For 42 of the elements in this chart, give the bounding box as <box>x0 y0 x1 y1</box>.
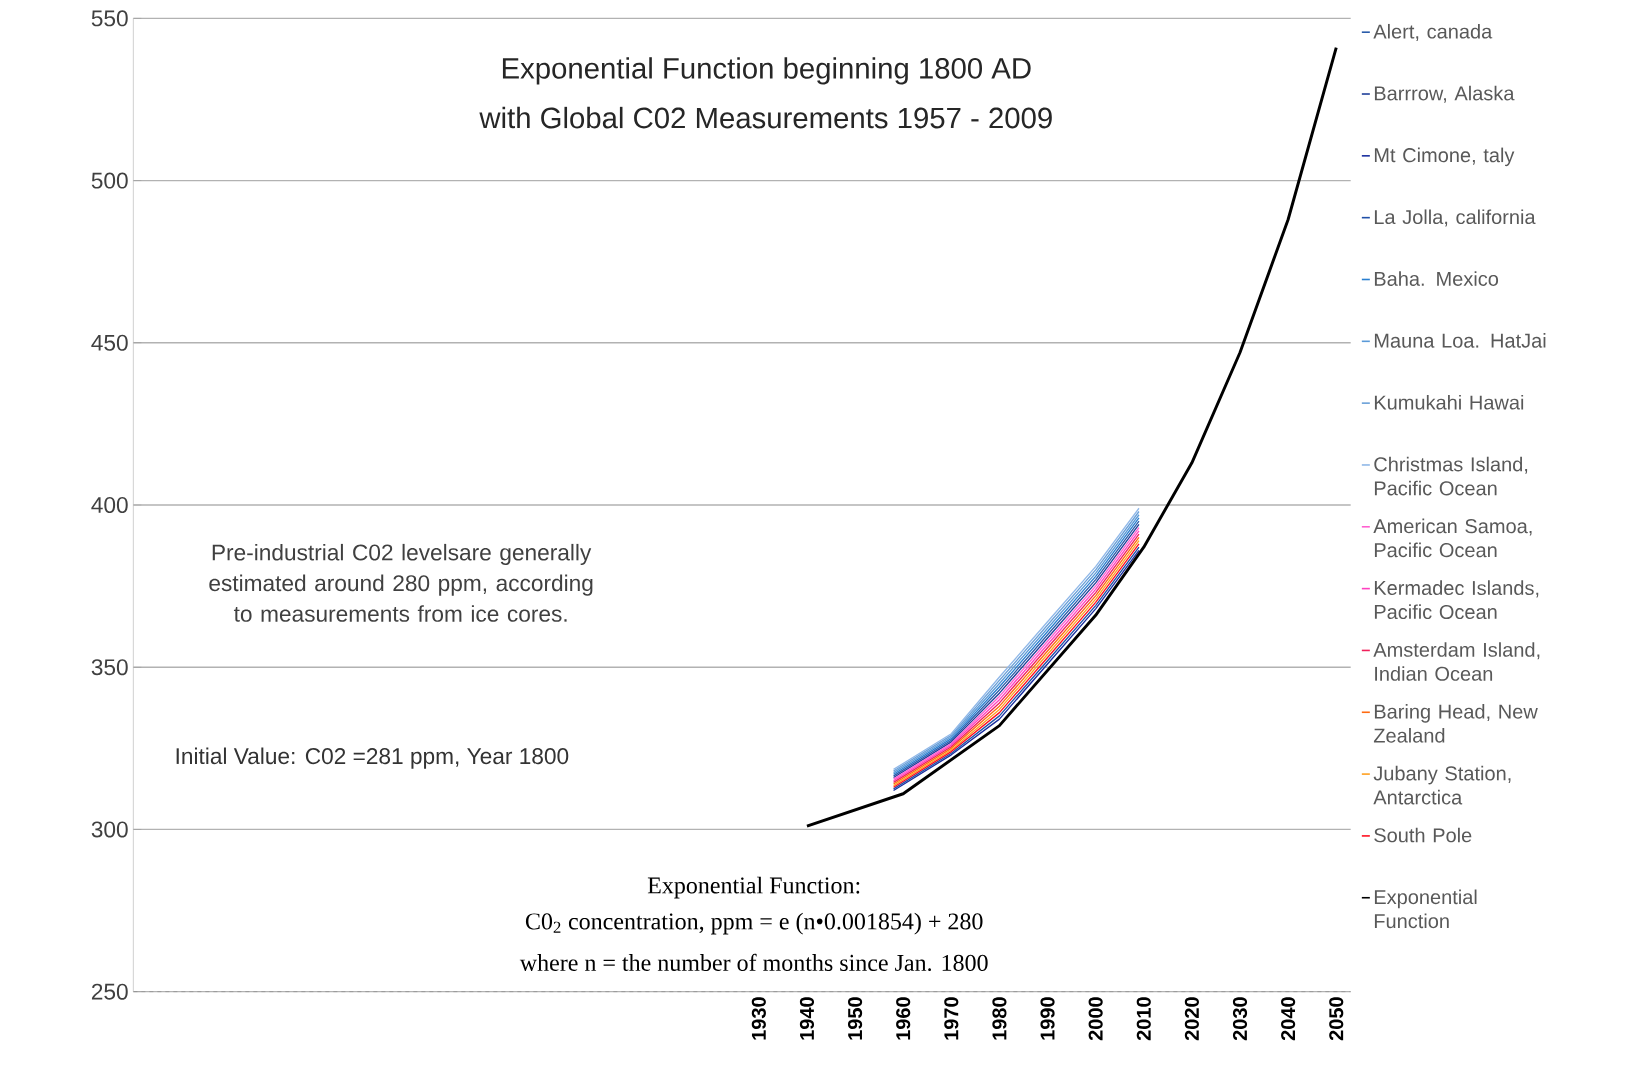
y-tick-label: 500 <box>91 172 128 189</box>
legend-label: Alert, canada <box>1373 23 1493 41</box>
legend-label: Mauna Loa. HatJai <box>1374 333 1546 348</box>
y-tick-label: 300 <box>91 821 128 838</box>
legend-label: La Jolla, california <box>1374 209 1536 227</box>
annotation: Exponential Function: <box>647 876 860 899</box>
y-tick-label: 250 <box>91 983 128 1000</box>
legend-label: Exponential Function <box>1374 889 1477 929</box>
x-tick-label: 2030 <box>1232 997 1248 1041</box>
text: Exponential Function beginning 1800 AD <box>502 57 1031 85</box>
annotation: C0$_{2}$ concentration, ppm = e (n•0.001854) + 280 <box>525 912 983 935</box>
x-tick-label: 2020 <box>1184 997 1199 1041</box>
legend-label: Christmas Island, Pacific Ocean <box>1374 456 1528 496</box>
x-tick-label: 1990 <box>1040 997 1055 1040</box>
legend-label: American Samoa, Pacific Ocean <box>1373 518 1532 558</box>
legend-label: Kermadec Islands, Pacific Ocean <box>1374 580 1539 620</box>
legend-label: Barrrow, Alaska <box>1374 85 1515 103</box>
legend-label: Mt Cimone, taly <box>1374 147 1515 167</box>
y-tick-label: 550 <box>91 10 128 27</box>
x-tick-label: 1960 <box>896 997 911 1040</box>
legend-label: Baha. Mexico <box>1374 271 1499 286</box>
x-tick-label: 2000 <box>1088 997 1103 1041</box>
legend-label: Kumukahi Hawai <box>1374 394 1524 410</box>
x-tick-label: 1980 <box>992 997 1007 1040</box>
y-tick-label: 400 <box>91 496 128 514</box>
x-tick-label: 2010 <box>1136 997 1151 1041</box>
annotation: where n = the number of months since Jan. 1800 <box>519 953 988 972</box>
y-tick-label: 450 <box>91 334 128 351</box>
y-tick-label: 350 <box>91 659 128 676</box>
annotation: Pre-industrial C02 levelsare generally estimated around 280 ppm, according to measurements from ice cores. <box>209 543 593 622</box>
x-tick-label: 1970 <box>944 997 959 1040</box>
legend-label: Baring Head, New Zealand <box>1373 704 1538 743</box>
x-tick-label: 2050 <box>1329 997 1344 1041</box>
x-tick-label: 1940 <box>799 997 815 1040</box>
legend-label: Amsterdam Island, Indian Ocean <box>1373 642 1540 681</box>
annotation: Initial Value: C02 =281 ppm, Year 1800 <box>176 747 569 769</box>
legend-label: Jubany Station, Antarctica <box>1373 765 1511 805</box>
text: with Global C02 Measurements 1957 - 2009 <box>479 106 1052 129</box>
x-tick-label: 1950 <box>848 997 863 1040</box>
x-tick-label: 2040 <box>1281 997 1296 1041</box>
x-tick-label: 1930 <box>751 997 766 1040</box>
legend-label: South Pole <box>1374 827 1472 843</box>
